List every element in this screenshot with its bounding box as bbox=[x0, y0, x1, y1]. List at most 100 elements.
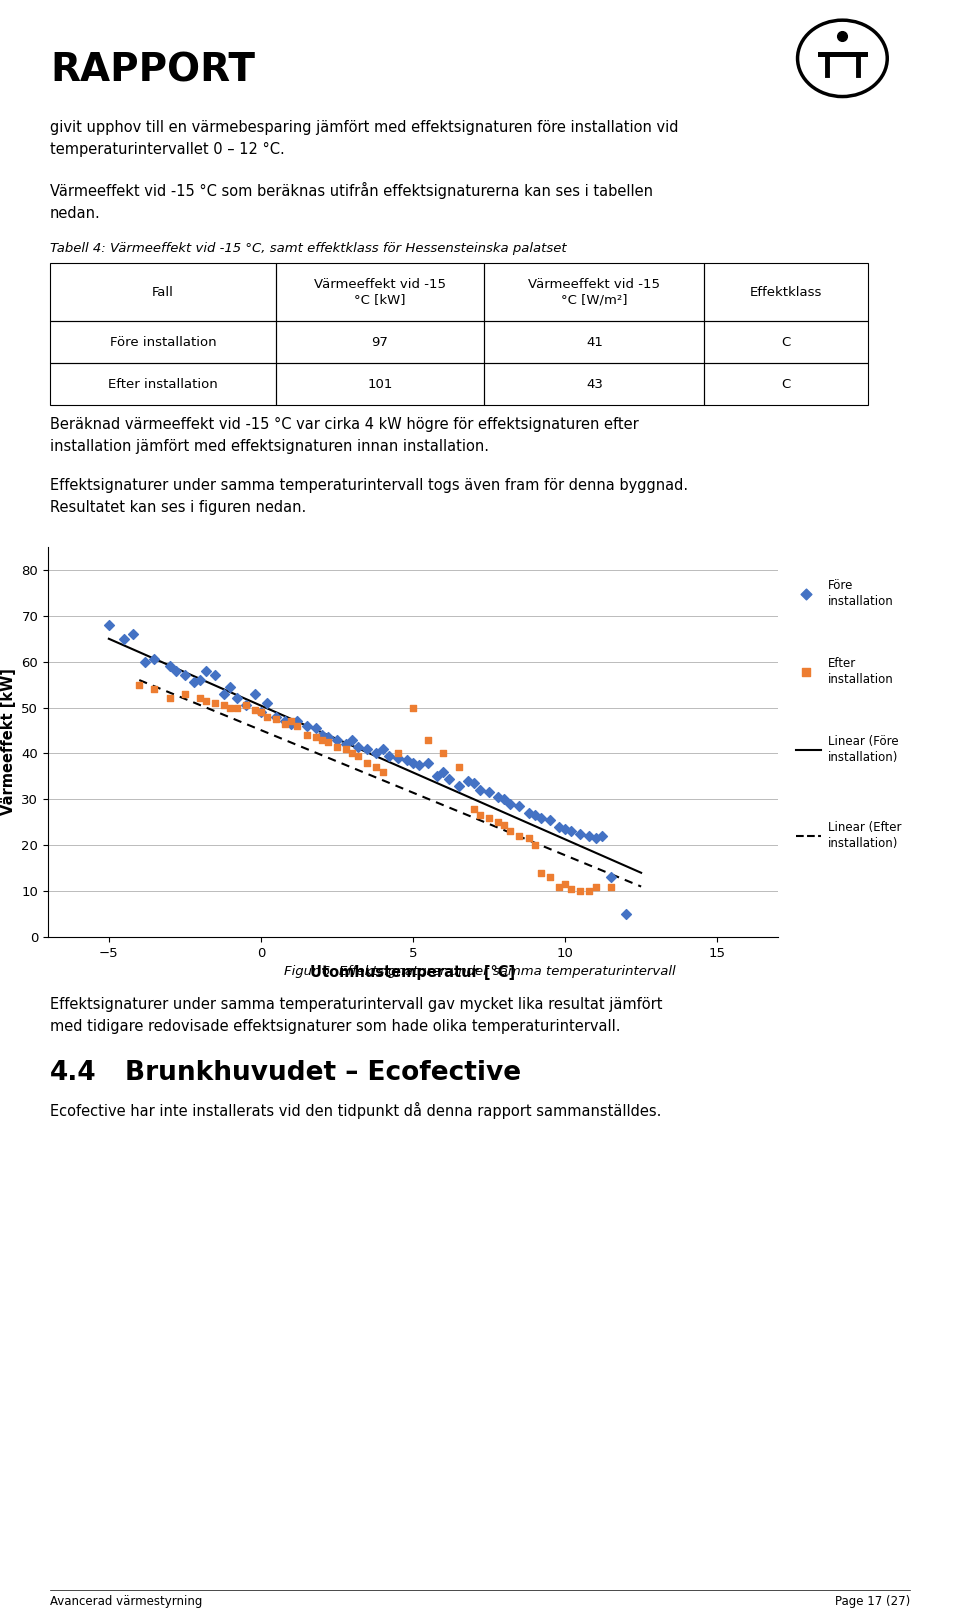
Point bbox=[442, 765, 457, 791]
Point bbox=[521, 825, 537, 851]
Point bbox=[405, 749, 420, 775]
Text: Beräknad värmeeffekt vid -15 °C var cirka 4 kW högre för effektsignaturen efter
: Beräknad värmeeffekt vid -15 °C var cirk… bbox=[50, 417, 638, 454]
Point bbox=[320, 725, 335, 751]
Text: Tabell 4: Värmeeffekt vid -15 °C, samt effektklass för Hessensteinska palatset: Tabell 4: Värmeeffekt vid -15 °C, samt e… bbox=[50, 242, 566, 254]
Text: Avancerad värmestyrning: Avancerad värmestyrning bbox=[50, 1595, 203, 1608]
Point bbox=[339, 731, 354, 757]
Point bbox=[132, 671, 147, 697]
Point bbox=[314, 721, 329, 747]
Point bbox=[101, 613, 116, 639]
Point bbox=[283, 708, 299, 734]
Text: 4.4: 4.4 bbox=[50, 1060, 97, 1086]
Point bbox=[564, 819, 579, 845]
Point bbox=[491, 809, 506, 835]
Point bbox=[350, 742, 366, 768]
Point bbox=[533, 859, 548, 885]
Point bbox=[168, 658, 183, 684]
Point bbox=[314, 726, 329, 752]
Point bbox=[381, 742, 396, 768]
Text: RAPPORT: RAPPORT bbox=[50, 52, 255, 91]
Point bbox=[137, 648, 153, 674]
Text: Effektsignaturer under samma temperaturintervall gav mycket lika resultat jämför: Effektsignaturer under samma temperaturi… bbox=[50, 997, 662, 1034]
Point bbox=[223, 674, 238, 700]
Point bbox=[147, 676, 162, 702]
Point bbox=[308, 715, 324, 741]
Point bbox=[162, 686, 178, 712]
Text: Effektsignaturer under samma temperaturintervall togs även fram för denna byggna: Effektsignaturer under samma temperaturi… bbox=[50, 478, 688, 515]
Point bbox=[147, 647, 162, 673]
Point bbox=[618, 901, 634, 927]
Point bbox=[582, 823, 597, 849]
Point bbox=[481, 804, 496, 830]
Text: Efter
installation: Efter installation bbox=[828, 657, 894, 686]
Point bbox=[491, 785, 506, 810]
Point bbox=[564, 875, 579, 901]
Point bbox=[390, 746, 405, 772]
Point bbox=[217, 692, 232, 718]
Point bbox=[277, 710, 293, 736]
Point bbox=[420, 749, 436, 775]
Point bbox=[339, 736, 354, 762]
Point bbox=[533, 804, 548, 830]
Point bbox=[329, 734, 345, 760]
Text: 101: 101 bbox=[368, 378, 393, 391]
Point bbox=[798, 658, 813, 684]
Point bbox=[558, 817, 573, 843]
Point bbox=[345, 726, 360, 752]
Point bbox=[420, 726, 436, 752]
Point bbox=[283, 710, 299, 736]
Point bbox=[207, 691, 223, 716]
Point bbox=[253, 699, 269, 725]
Point bbox=[253, 699, 269, 725]
Text: Efter installation: Efter installation bbox=[108, 378, 218, 391]
Point bbox=[308, 725, 324, 751]
Point bbox=[375, 736, 391, 762]
Point bbox=[572, 820, 588, 846]
Text: Linear (Efter
installation): Linear (Efter installation) bbox=[828, 822, 901, 849]
Point bbox=[588, 825, 603, 851]
Point bbox=[527, 832, 542, 858]
Point bbox=[542, 864, 558, 890]
Point bbox=[228, 686, 244, 712]
Point bbox=[582, 879, 597, 905]
Text: 43: 43 bbox=[586, 378, 603, 391]
Point bbox=[199, 687, 214, 713]
Point bbox=[451, 754, 467, 780]
Point bbox=[481, 780, 496, 806]
Point bbox=[247, 681, 262, 707]
Point bbox=[199, 658, 214, 684]
Text: Ecofective har inte installerats vid den tidpunkt då denna rapport sammanställde: Ecofective har inte installerats vid den… bbox=[50, 1102, 661, 1118]
Point bbox=[116, 626, 132, 652]
Point bbox=[320, 729, 335, 755]
Point bbox=[588, 874, 603, 900]
Point bbox=[460, 768, 475, 794]
Point bbox=[238, 692, 253, 718]
Point bbox=[503, 791, 518, 817]
Point bbox=[375, 759, 391, 785]
X-axis label: Utomhustemperatur [°C]: Utomhustemperatur [°C] bbox=[310, 964, 516, 981]
Point bbox=[369, 741, 384, 767]
Point bbox=[572, 879, 588, 905]
Point bbox=[192, 668, 207, 694]
Point bbox=[299, 721, 314, 747]
Text: givit upphov till en värmebesparing jämfört med effektsignaturen före installati: givit upphov till en värmebesparing jämf… bbox=[50, 120, 679, 157]
Point bbox=[277, 708, 293, 734]
Text: Före
installation: Före installation bbox=[828, 579, 894, 608]
Point bbox=[269, 707, 284, 733]
Point bbox=[603, 874, 618, 900]
Point bbox=[207, 663, 223, 689]
Text: Effektklass: Effektklass bbox=[750, 285, 823, 298]
Text: Linear (Före
installation): Linear (Före installation) bbox=[828, 736, 899, 763]
Point bbox=[390, 741, 405, 767]
Point bbox=[496, 786, 512, 812]
Point bbox=[399, 747, 415, 773]
Point bbox=[360, 736, 375, 762]
Point bbox=[472, 776, 488, 802]
Point bbox=[345, 741, 360, 767]
Point bbox=[436, 741, 451, 767]
Text: C: C bbox=[781, 378, 791, 391]
Point bbox=[299, 713, 314, 739]
Point bbox=[350, 734, 366, 760]
Point bbox=[594, 823, 610, 849]
Point bbox=[542, 807, 558, 833]
